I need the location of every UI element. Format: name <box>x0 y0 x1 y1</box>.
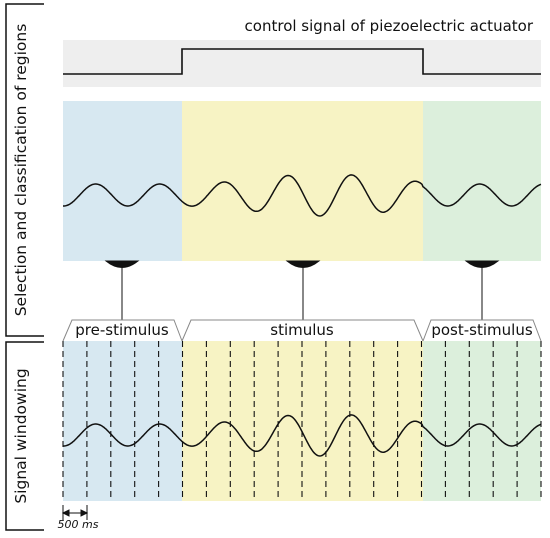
control-signal-trace <box>63 48 541 75</box>
window-scale <box>61 505 89 520</box>
scale-arrowhead-right <box>80 509 89 517</box>
pre-stimulus-tag <box>62 319 183 342</box>
window-scale-label: 500 ms <box>58 518 99 531</box>
pre-stimulus-region <box>63 101 182 261</box>
post-stimulus-region <box>423 101 541 261</box>
scale-arrowhead-left <box>61 509 70 517</box>
windowing-bracket <box>5 341 44 531</box>
windowing-section-label: Signal windowing <box>12 368 30 503</box>
region-panel <box>63 101 541 261</box>
post-stimulus-tag <box>422 319 542 342</box>
window-boundaries <box>62 341 542 501</box>
pre-stimulus-label: pre-stimulus <box>75 321 169 339</box>
pre-stimulus-pointer-cap <box>104 260 140 268</box>
stimulus-label: stimulus <box>270 321 334 339</box>
selection-bracket <box>5 3 44 337</box>
section-brackets <box>5 3 44 531</box>
region-panel-signal <box>63 174 542 217</box>
stimulus-pointer-cap <box>285 260 321 268</box>
pre-stimulus-window-region <box>63 341 182 501</box>
windowing-panel-signal <box>63 414 542 457</box>
region-pointers <box>104 260 500 320</box>
selection-section-label: Selection and classification of regions <box>12 24 30 317</box>
region-tags <box>62 319 542 342</box>
stimulus-tag <box>181 319 424 342</box>
post-stimulus-label: post-stimulus <box>431 321 532 339</box>
post-stimulus-pointer-cap <box>464 260 500 268</box>
windowing-panel <box>63 341 541 501</box>
control-signal-title: control signal of piezoelectric actuator <box>245 17 534 35</box>
stimulus-region <box>182 101 423 261</box>
control-signal-panel <box>63 40 541 87</box>
post-stimulus-window-region <box>423 341 541 501</box>
